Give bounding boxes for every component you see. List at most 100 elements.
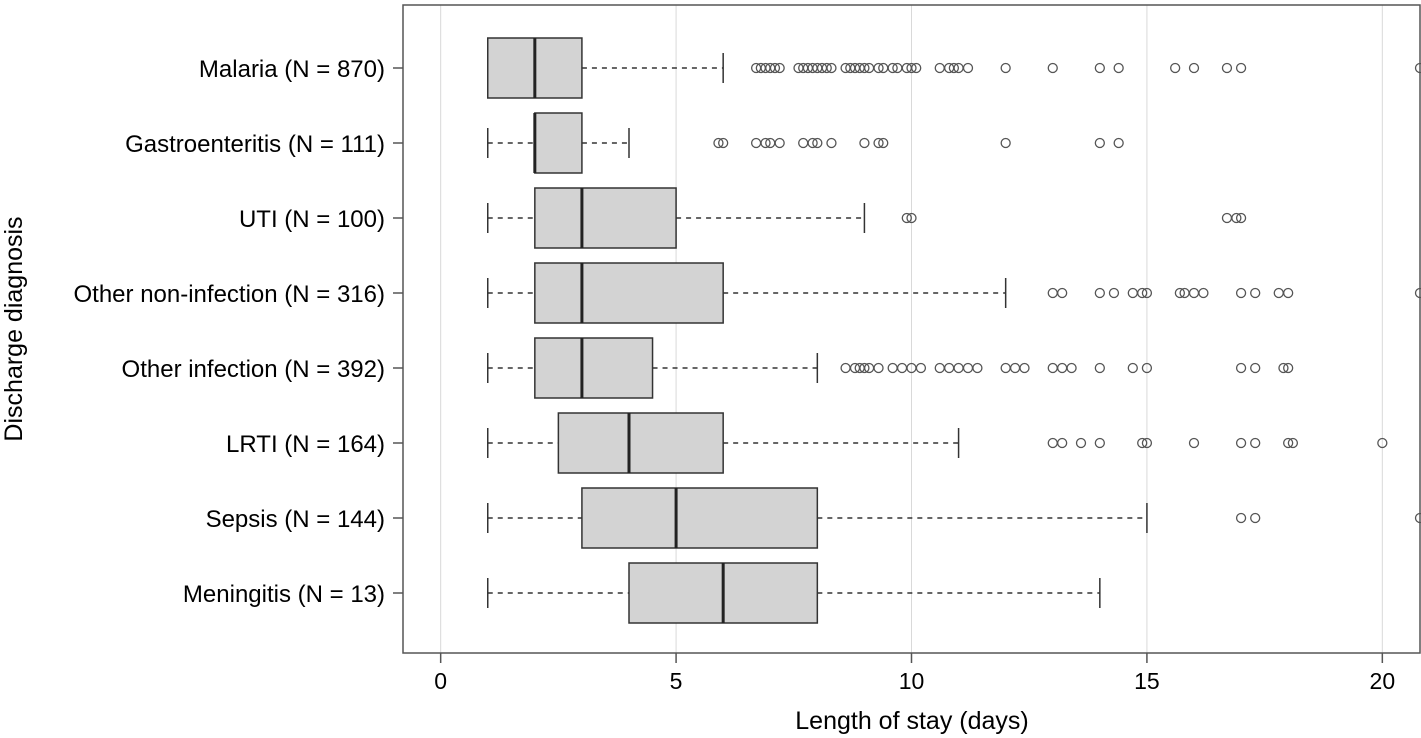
outlier-3-13	[1273, 287, 1284, 299]
outlier-4-14	[972, 362, 983, 374]
box-3	[487, 262, 1007, 324]
y-tick-label-1: Gastroenteritis (N = 111)	[125, 131, 385, 158]
x-axis-label: Length of stay (days)	[795, 707, 1028, 735]
outlier-4-6	[887, 362, 898, 374]
box-5	[487, 412, 960, 474]
y-axis-label: Discharge diagnosis	[0, 216, 28, 441]
outlier-0-34	[1094, 62, 1105, 74]
outlier-4-23	[1141, 362, 1153, 374]
outlier-1-1	[718, 137, 729, 149]
outlier-4-22	[1127, 362, 1138, 374]
iqr-box-5	[557, 412, 724, 474]
y-tick-label-3: Other non-infection (N = 316)	[74, 281, 386, 308]
box-1	[487, 112, 630, 174]
outlier-3-10	[1198, 287, 1209, 299]
outlier-4-15	[1000, 362, 1011, 374]
outlier-5-8	[1250, 437, 1261, 449]
outlier-4-10	[934, 362, 945, 374]
outlier-4-17	[1019, 362, 1030, 374]
outlier-0-39	[1235, 62, 1247, 74]
outlier-1-13	[1000, 137, 1011, 149]
outlier-0-32	[1000, 62, 1011, 74]
outlier-1-10	[859, 137, 870, 149]
outlier-4-13	[962, 362, 974, 374]
y-tick-label-0: Malaria (N = 870)	[199, 56, 385, 83]
outlier-6-0	[1235, 512, 1247, 524]
outlier-0-35	[1113, 62, 1124, 74]
x-tick-label-5: 5	[670, 668, 683, 694]
outlier-0-4	[769, 62, 781, 74]
outlier-5-7	[1235, 437, 1247, 449]
outlier-0-38	[1221, 62, 1233, 74]
outlier-3-11	[1235, 287, 1247, 299]
outlier-3-1	[1057, 287, 1068, 299]
outlier-5-4	[1137, 437, 1148, 449]
outlier-4-16	[1009, 362, 1021, 374]
outlier-0-25	[906, 62, 917, 74]
outlier-3-12	[1250, 287, 1261, 299]
outlier-4-25	[1250, 362, 1261, 374]
box-6	[487, 487, 1148, 549]
x-tick-label-20: 20	[1370, 668, 1396, 694]
outlier-5-10	[1287, 437, 1299, 449]
outlier-4-12	[953, 362, 964, 374]
outlier-1-2	[750, 137, 762, 149]
box-0	[487, 37, 724, 99]
outlier-1-12	[878, 137, 889, 149]
outlier-0-33	[1047, 62, 1058, 74]
outlier-4-21	[1094, 362, 1105, 374]
iqr-box-4	[534, 337, 654, 399]
box-2	[487, 187, 866, 249]
outlier-5-5	[1141, 437, 1153, 449]
outlier-5-3	[1094, 437, 1105, 449]
outlier-4-19	[1057, 362, 1068, 374]
outlier-0-13	[826, 62, 837, 74]
outlier-4-18	[1047, 362, 1058, 374]
outlier-3-4	[1127, 287, 1138, 299]
outlier-0-20	[873, 62, 884, 74]
y-tick-label-7: Meningitis (N = 13)	[183, 581, 385, 608]
outlier-4-11	[944, 362, 955, 374]
outlier-0-37	[1188, 62, 1200, 74]
outlier-5-1	[1057, 437, 1068, 449]
iqr-box-1	[534, 112, 583, 174]
outlier-0-29	[948, 62, 960, 74]
iqr-box-3	[534, 262, 724, 324]
outlier-0-26	[911, 62, 922, 74]
outlier-1-6	[798, 137, 809, 149]
outlier-2-0	[901, 212, 912, 224]
y-tick-label-2: UTI (N = 100)	[239, 206, 385, 233]
x-axis: 0 5 10 15 20	[434, 653, 1395, 694]
outlier-1-9	[826, 137, 837, 149]
outlier-4-26	[1278, 362, 1289, 374]
y-tick-label-6: Sepsis (N = 144)	[206, 506, 385, 533]
outlier-0-12	[821, 62, 832, 74]
x-tick-label-15: 15	[1134, 668, 1160, 694]
outlier-4-0	[840, 362, 851, 374]
outlier-0-36	[1170, 62, 1181, 74]
outlier-3-3	[1108, 287, 1120, 299]
outlier-4-5	[873, 362, 884, 374]
outlier-3-2	[1094, 287, 1105, 299]
iqr-box-6	[581, 487, 819, 549]
outlier-3-0	[1047, 287, 1058, 299]
y-tick-label-4: Other infection (N = 392)	[122, 356, 385, 383]
outlier-1-3	[760, 137, 771, 149]
outlier-4-20	[1066, 362, 1077, 374]
x-tick-label-10: 10	[899, 668, 925, 694]
iqr-box-2	[534, 187, 677, 249]
outlier-0-31	[962, 62, 974, 74]
outlier-4-24	[1235, 362, 1247, 374]
outlier-1-14	[1094, 137, 1105, 149]
outlier-5-6	[1188, 437, 1200, 449]
outlier-3-14	[1283, 287, 1294, 299]
outlier-3-6	[1141, 287, 1153, 299]
outlier-5-0	[1047, 437, 1058, 449]
outliers-layer	[713, 62, 1421, 524]
outlier-1-15	[1113, 137, 1124, 149]
outlier-1-8	[812, 137, 823, 149]
outlier-0-5	[774, 62, 785, 74]
box-4	[487, 337, 819, 399]
outlier-1-7	[807, 137, 818, 149]
grid-lines	[440, 5, 1383, 653]
